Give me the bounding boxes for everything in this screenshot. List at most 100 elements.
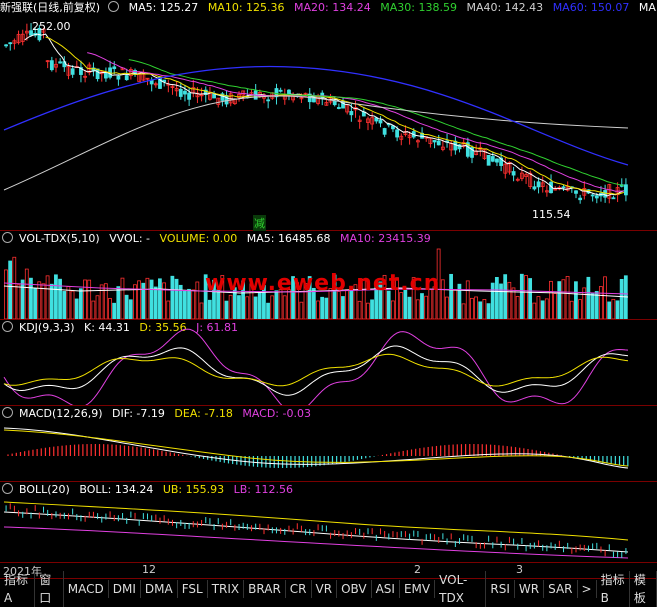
candle-body [574, 190, 578, 194]
price-chart[interactable] [0, 0, 657, 230]
tab-rsi[interactable]: RSI [486, 579, 515, 598]
kdj-j-value: J: 61.81 [196, 321, 239, 334]
tab-indicator-a[interactable]: 指标A [0, 570, 36, 607]
tab-brar[interactable]: BRAR [244, 579, 286, 598]
tab-sar[interactable]: SAR [544, 579, 578, 598]
candle-body [174, 88, 179, 92]
candle-body [4, 44, 8, 47]
macd-dea-value: DEA: -7.18 [174, 407, 233, 420]
tab-window[interactable]: 窗口 [35, 570, 64, 607]
date-axis: 2021年 12 2 3 [0, 563, 657, 578]
tab-vol-tdx[interactable]: VOL-TDX [435, 570, 487, 607]
volume-bar [124, 294, 129, 319]
circle-icon[interactable] [2, 321, 13, 332]
volume-bar [461, 303, 466, 319]
tab-obv[interactable]: OBV [337, 579, 372, 598]
macd-chart[interactable] [0, 406, 657, 481]
candle-body [503, 163, 508, 174]
candle-body [582, 188, 587, 196]
volume-bar [153, 286, 158, 319]
ma60-value: MA60: 150.07 [552, 1, 630, 14]
tab-more-arrow[interactable]: > [578, 579, 597, 598]
volume-bar [399, 292, 404, 319]
candle-body [482, 149, 487, 159]
kdj-d-line [3, 353, 629, 387]
kdj-k-line [3, 345, 629, 396]
volume-bar [58, 278, 62, 319]
volume-bar [374, 282, 379, 319]
volume-bar [257, 292, 262, 319]
kdj-pane[interactable]: KDJ(9,3,3) K: 44.31 D: 35.56 J: 61.81 [0, 320, 657, 406]
tab-dma[interactable]: DMA [141, 579, 178, 598]
volume-bar [619, 278, 624, 319]
boll-title: BOLL(20) [19, 483, 70, 496]
ma5-line [24, 33, 625, 197]
volume-bar [224, 300, 229, 319]
kdj-j-line [3, 328, 629, 405]
macd-pane[interactable]: MACD(12,26,9) DIF: -7.19 DEA: -7.18 MACD… [0, 406, 657, 482]
volume-bar [178, 284, 183, 319]
volume-bar [366, 302, 370, 319]
volume-bar [574, 281, 578, 319]
volume-bar [607, 301, 612, 319]
volume-bar [611, 298, 616, 319]
tab-cr[interactable]: CR [286, 579, 312, 598]
volume-bar [307, 276, 312, 319]
circle-icon[interactable] [2, 232, 13, 243]
volume-bar [195, 281, 200, 319]
candle-body [528, 172, 533, 187]
volume-bar [295, 282, 300, 319]
candle-body [515, 178, 520, 181]
candle-body [66, 66, 71, 76]
volume-bar [137, 280, 141, 319]
ma30-line [128, 59, 624, 186]
volume-bar [436, 248, 441, 319]
tab-emv[interactable]: EMV [400, 579, 436, 598]
volume-bar [486, 303, 491, 319]
volume-bar [49, 283, 54, 319]
ma60-line [3, 65, 629, 166]
candle-body [490, 156, 495, 162]
candle-body [162, 79, 167, 83]
candle-body [20, 33, 25, 42]
circle-icon[interactable] [2, 483, 13, 494]
tab-macd[interactable]: MACD [64, 579, 109, 598]
boll-ub-line [3, 501, 629, 541]
tab-wr[interactable]: WR [515, 579, 545, 598]
reduce-marker[interactable]: 减 [253, 215, 266, 231]
volume-chart[interactable] [0, 231, 657, 319]
candle-body [553, 188, 558, 191]
ma20-value: MA20: 134.24 [294, 1, 371, 14]
volume-bar [403, 289, 408, 319]
tab-fsl[interactable]: FSL [178, 579, 208, 598]
candle-body [203, 89, 208, 95]
boll-pane[interactable]: BOLL(20) BOLL: 134.24 UB: 155.93 LB: 112… [0, 482, 657, 563]
price-pane[interactable]: 新强联(日线,前复权) MA5: 125.27 MA10: 125.36 MA2… [0, 0, 657, 231]
volume-bar [37, 281, 42, 319]
circle-icon[interactable] [108, 1, 120, 12]
vol-ma5-value: MA5: 16485.68 [246, 232, 331, 245]
tab-dmi[interactable]: DMI [109, 579, 141, 598]
candle-body [578, 197, 583, 201]
tab-template[interactable]: 模板 [630, 570, 657, 607]
volume-bar [128, 299, 133, 319]
candle-body [395, 129, 400, 138]
candle-body [432, 140, 437, 143]
volume-bar [470, 297, 474, 319]
tab-asi[interactable]: ASI [372, 579, 400, 598]
ma30-value: MA30: 138.59 [380, 1, 457, 14]
tab-vr[interactable]: VR [312, 579, 338, 598]
volume-bar [66, 286, 71, 319]
volume-bar [33, 288, 37, 319]
volume-bar [328, 288, 333, 319]
volume-pane[interactable]: VOL-TDX(5,10) VVOL: - VOLUME: 0.00 MA5: … [0, 231, 657, 320]
volume-bar [411, 277, 416, 319]
kdj-chart[interactable] [0, 320, 657, 405]
volume-bar [424, 295, 429, 319]
circle-icon[interactable] [2, 407, 13, 418]
volume-bar [249, 283, 254, 319]
tab-indicator-b[interactable]: 指标B [597, 570, 630, 607]
ma40-value: MA40: 142.43 [466, 1, 544, 14]
tab-trix[interactable]: TRIX [208, 579, 245, 598]
boll-chart[interactable] [0, 482, 657, 562]
